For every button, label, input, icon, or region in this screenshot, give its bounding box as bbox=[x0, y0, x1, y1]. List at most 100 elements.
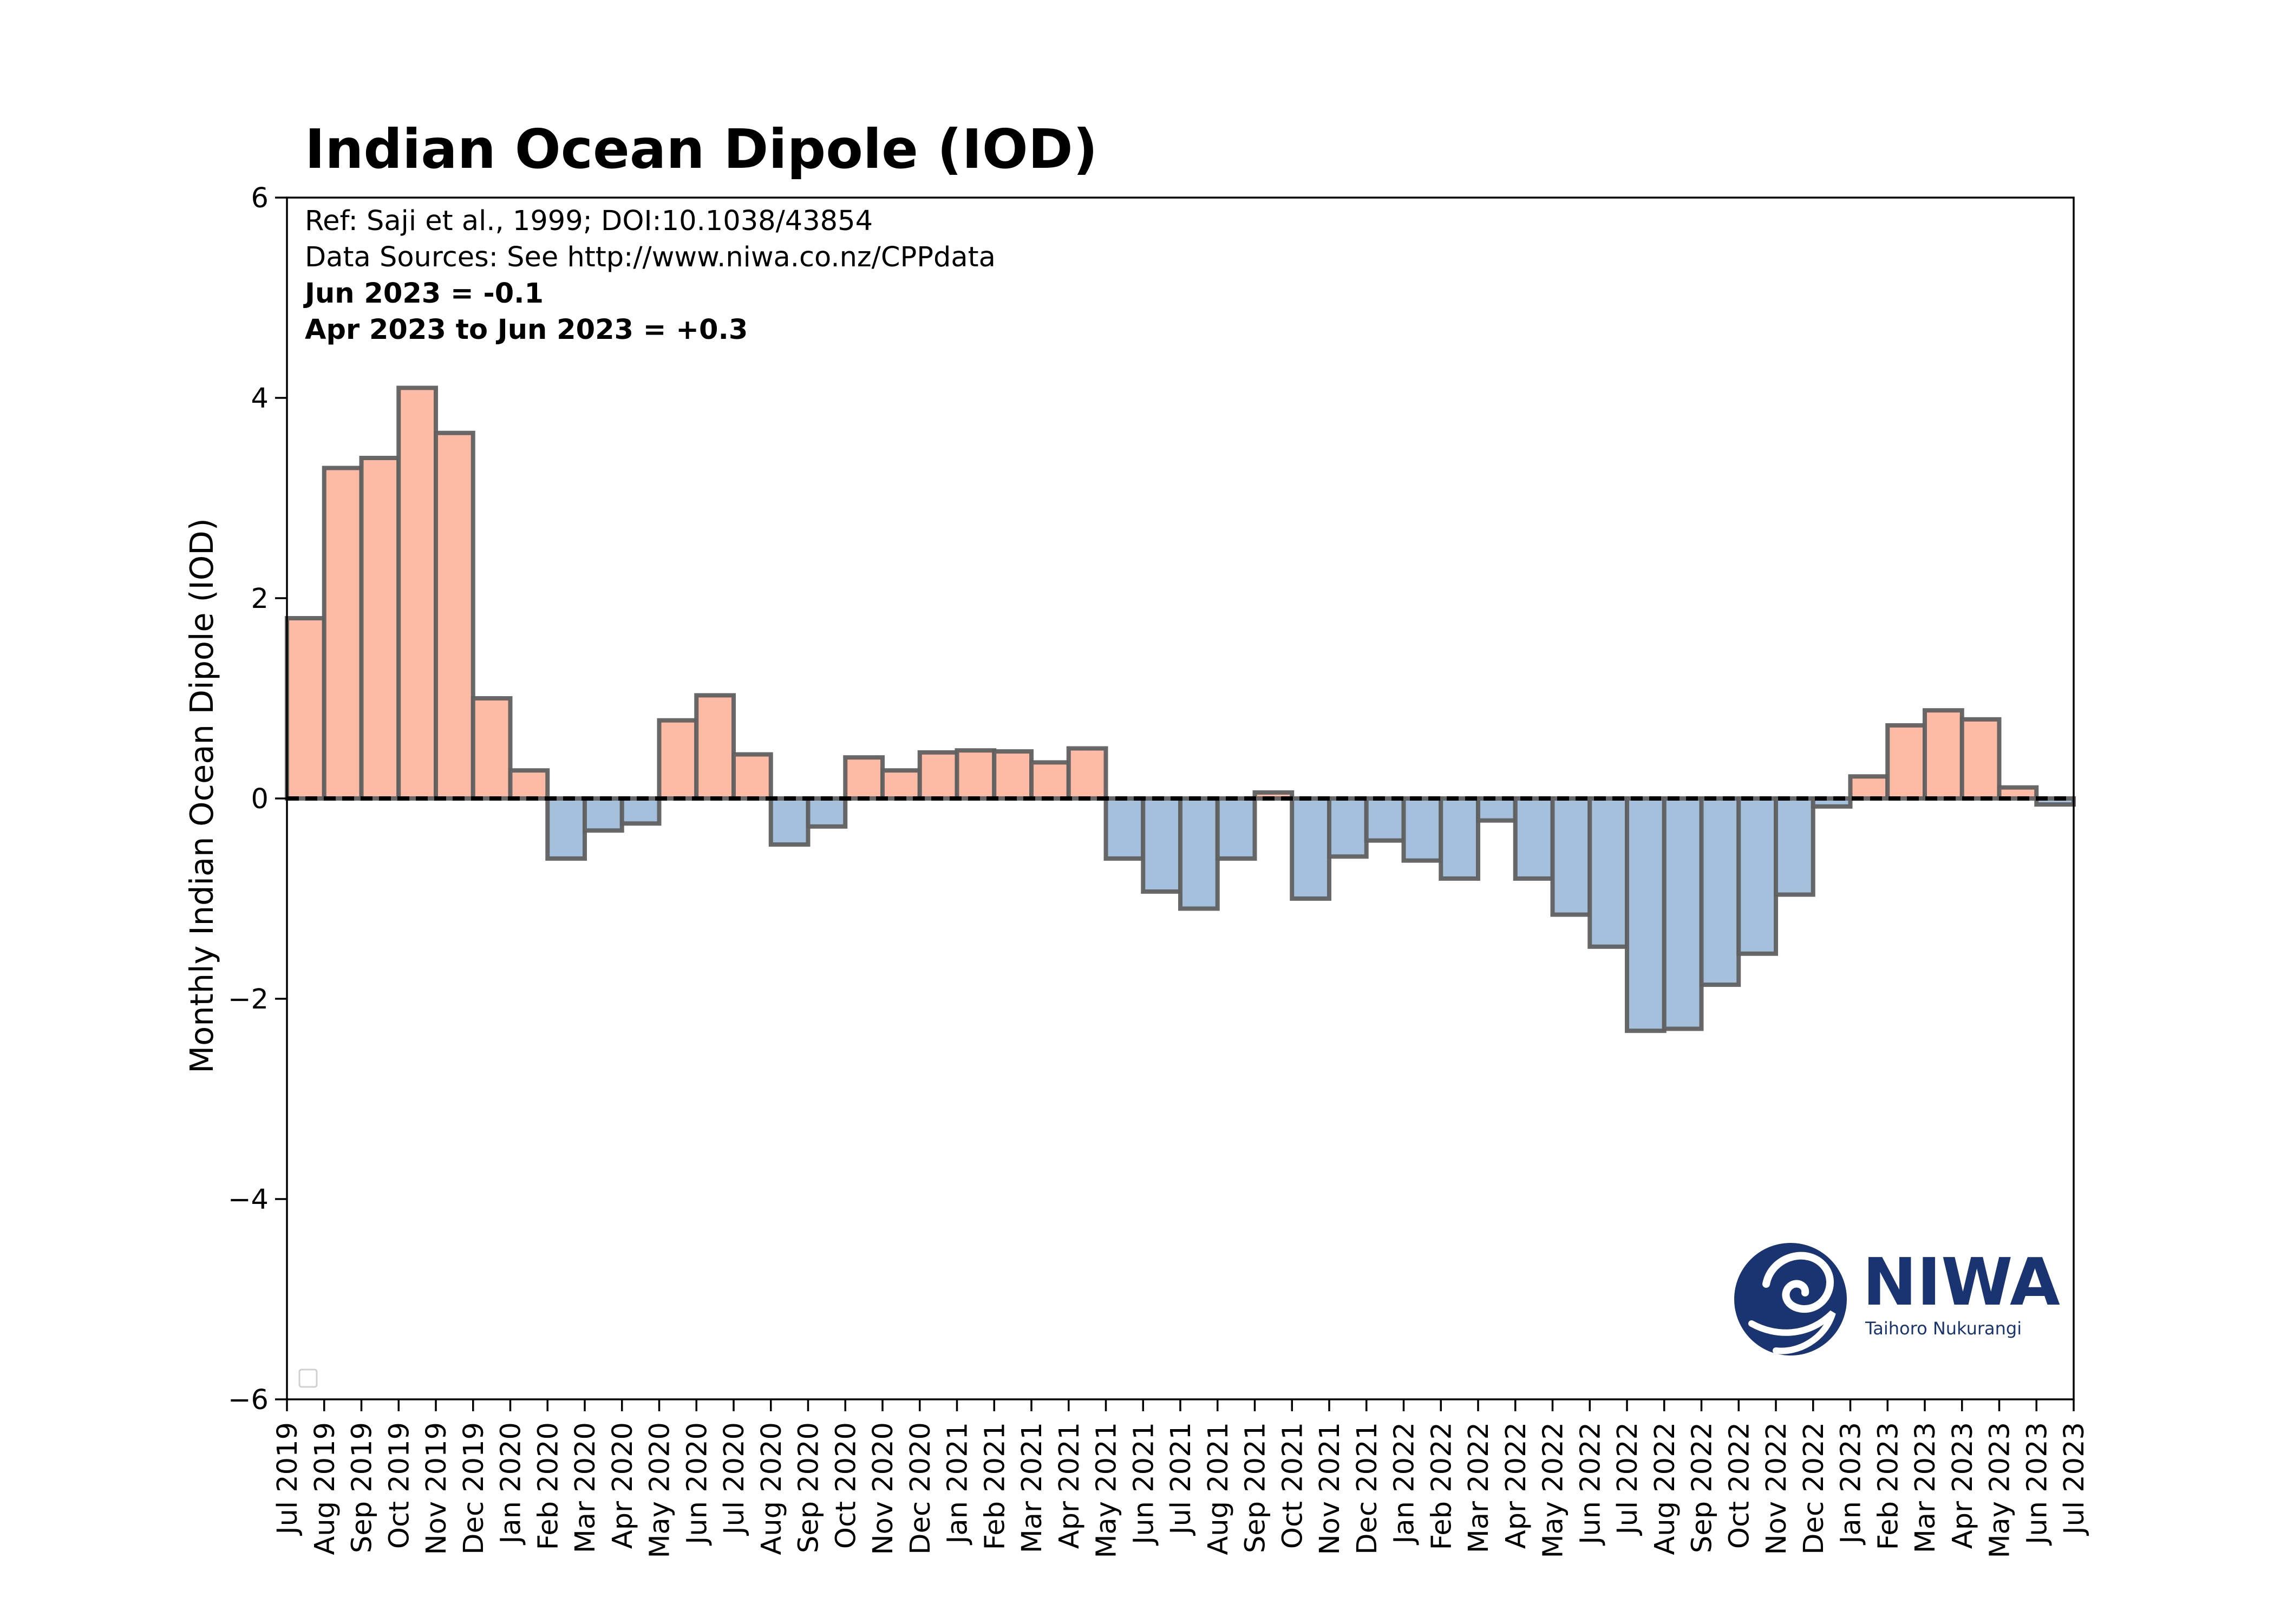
x-tick-label: May 2023 bbox=[1984, 1422, 2016, 1558]
bar-feb-2020 bbox=[545, 796, 587, 861]
bar-jun-2020 bbox=[694, 693, 736, 801]
bar-oct-2020 bbox=[843, 755, 885, 801]
x-tick-label: Jun 2022 bbox=[1574, 1422, 1606, 1546]
x-tick-label: Jan 2021 bbox=[942, 1422, 974, 1546]
y-tick-label: 4 bbox=[251, 383, 269, 415]
x-tick-label: Feb 2023 bbox=[1872, 1422, 1904, 1550]
x-tick-label: Nov 2019 bbox=[421, 1422, 453, 1555]
x-tick-label: Dec 2020 bbox=[905, 1422, 937, 1555]
y-tick-label: 0 bbox=[251, 783, 269, 815]
bar-nov-2019 bbox=[434, 430, 475, 801]
bar-sep-2020 bbox=[806, 796, 848, 829]
bar-mar-2022 bbox=[1476, 796, 1518, 823]
x-tick-label: Jul 2019 bbox=[272, 1422, 304, 1536]
bar-aug-2020 bbox=[768, 796, 811, 847]
bar-jul-2021 bbox=[1178, 796, 1220, 911]
x-tick-label: Aug 2021 bbox=[1203, 1422, 1234, 1555]
legend-box bbox=[298, 1368, 318, 1388]
x-tick-label: Nov 2020 bbox=[867, 1422, 899, 1555]
x-tick-label: Jun 2023 bbox=[2021, 1422, 2053, 1546]
bar-oct-2021 bbox=[1290, 796, 1331, 901]
bar-apr-2023 bbox=[1959, 717, 2002, 801]
bar-jun-2022 bbox=[1587, 796, 1629, 949]
annotations: Ref: Saji et al., 1999; DOI:10.1038/4385… bbox=[303, 205, 996, 346]
bar-jan-2020 bbox=[508, 768, 550, 801]
y-axis-label: Monthly Indian Ocean Dipole (IOD) bbox=[183, 518, 220, 1073]
x-tick-label: Aug 2019 bbox=[309, 1422, 341, 1555]
x-tick-label: Sep 2019 bbox=[347, 1422, 378, 1553]
x-tick-label: Mar 2022 bbox=[1463, 1422, 1495, 1553]
x-tick-label: Nov 2022 bbox=[1761, 1422, 1793, 1555]
x-tick-label: Dec 2021 bbox=[1351, 1422, 1383, 1555]
x-tick-label: Jan 2023 bbox=[1835, 1422, 1867, 1546]
niwa-emblem-wave bbox=[1748, 1310, 1836, 1354]
chart-title: Indian Ocean Dipole (IOD) bbox=[305, 117, 1097, 181]
x-tick-label: Nov 2021 bbox=[1314, 1422, 1346, 1555]
x-tick-label: Dec 2019 bbox=[458, 1422, 490, 1555]
niwa-logo-tagline: Taihoro Nukurangi bbox=[1865, 1318, 2022, 1339]
x-tick-label: Dec 2022 bbox=[1798, 1422, 1830, 1555]
x-tick-label: Jan 2020 bbox=[495, 1422, 527, 1546]
bar-apr-2021 bbox=[1066, 746, 1108, 801]
bar-jun-2021 bbox=[1141, 796, 1182, 894]
niwa-emblem-swirl bbox=[1762, 1252, 1834, 1313]
bar-aug-2021 bbox=[1215, 796, 1257, 861]
x-tick-label: Feb 2020 bbox=[532, 1422, 564, 1550]
annotation-three-month: Apr 2023 to Jun 2023 = +0.3 bbox=[305, 314, 748, 346]
x-tick-label: May 2020 bbox=[644, 1422, 676, 1558]
y-tick-label: 6 bbox=[251, 182, 269, 214]
x-tick-label: Oct 2020 bbox=[830, 1422, 862, 1549]
x-tick-label: May 2022 bbox=[1538, 1422, 1570, 1558]
bar-feb-2022 bbox=[1439, 796, 1480, 881]
x-tick-label: Apr 2021 bbox=[1054, 1422, 1086, 1549]
bar-apr-2020 bbox=[619, 796, 662, 826]
bar-feb-2023 bbox=[1885, 723, 1927, 801]
x-tick-label: Mar 2020 bbox=[570, 1422, 602, 1553]
x-tick-label: Jul 2020 bbox=[718, 1422, 750, 1536]
bar-jan-2022 bbox=[1401, 796, 1443, 863]
x-tick-label: Oct 2021 bbox=[1277, 1422, 1309, 1549]
bar-jul-2020 bbox=[731, 752, 773, 801]
annotation-ref: Ref: Saji et al., 1999; DOI:10.1038/4385… bbox=[305, 205, 873, 237]
bar-mar-2023 bbox=[1923, 708, 1964, 801]
x-tick-label: Feb 2021 bbox=[979, 1422, 1011, 1550]
x-tick-label: May 2021 bbox=[1091, 1422, 1123, 1558]
x-tick-label: Sep 2021 bbox=[1240, 1422, 1272, 1553]
bar-dec-2020 bbox=[917, 750, 959, 801]
bar-nov-2021 bbox=[1327, 796, 1369, 859]
bar-jul-2019 bbox=[285, 616, 326, 801]
bar-oct-2022 bbox=[1736, 796, 1778, 956]
bar-jan-2023 bbox=[1848, 774, 1890, 801]
bar-nov-2020 bbox=[880, 768, 922, 801]
x-tick-label: Aug 2020 bbox=[756, 1422, 788, 1555]
x-tick-label: Mar 2023 bbox=[1910, 1422, 1942, 1553]
x-tick-label: Apr 2020 bbox=[607, 1422, 639, 1549]
bar-dec-2019 bbox=[471, 696, 513, 801]
bar-oct-2019 bbox=[396, 385, 438, 801]
x-tick-label: Oct 2022 bbox=[1723, 1422, 1755, 1549]
x-tick-label: Sep 2020 bbox=[793, 1422, 825, 1553]
bar-may-2020 bbox=[657, 718, 699, 801]
x-tick-label: Jun 2020 bbox=[681, 1422, 713, 1546]
x-tick-label: Jul 2022 bbox=[1612, 1422, 1644, 1536]
bar-sep-2019 bbox=[359, 456, 401, 801]
bar-may-2022 bbox=[1550, 796, 1592, 917]
bar-aug-2022 bbox=[1662, 796, 1704, 1031]
x-tick-label: Jul 2021 bbox=[1165, 1422, 1197, 1536]
x-tick-label: Jul 2023 bbox=[2059, 1422, 2090, 1536]
x-tick-label: Aug 2022 bbox=[1649, 1422, 1681, 1555]
x-axis: Jul 2019 Aug 2019 Sep 2019 Oct 2019 Nov 2019… bbox=[272, 1399, 2090, 1558]
y-tick-label: 2 bbox=[251, 583, 269, 615]
y-tick-label: −2 bbox=[228, 984, 269, 1016]
bar-mar-2020 bbox=[583, 796, 624, 833]
bar-aug-2019 bbox=[322, 466, 364, 801]
niwa-logo: NIWA Taihoro Nukurangi bbox=[1734, 1243, 2060, 1355]
bar-nov-2022 bbox=[1774, 796, 1815, 897]
x-tick-label: Sep 2022 bbox=[1687, 1422, 1718, 1553]
x-tick-label: Mar 2021 bbox=[1016, 1422, 1048, 1553]
bar-dec-2021 bbox=[1364, 796, 1406, 843]
bar-may-2021 bbox=[1103, 796, 1146, 861]
x-tick-label: Jun 2021 bbox=[1128, 1422, 1160, 1546]
x-tick-label: Jan 2022 bbox=[1389, 1422, 1421, 1546]
x-tick-label: Apr 2022 bbox=[1500, 1422, 1532, 1549]
